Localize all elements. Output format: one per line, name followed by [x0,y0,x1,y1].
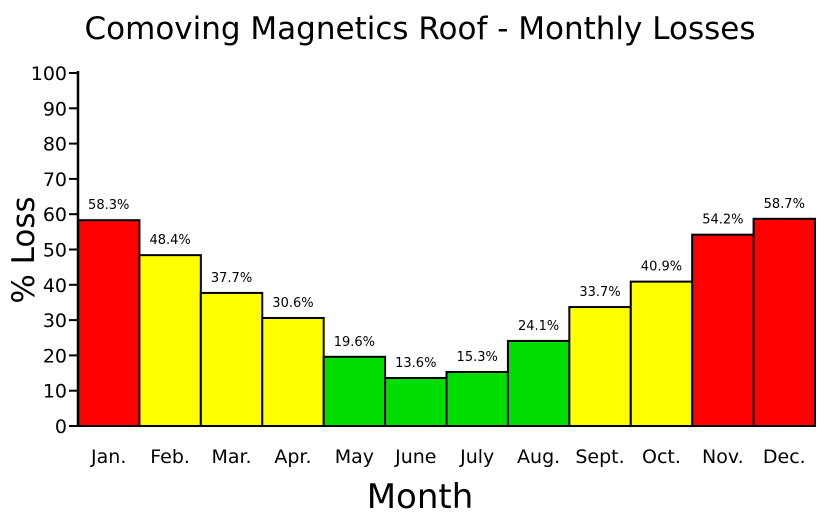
y-tick-label: 50 [43,240,67,262]
x-tick-label: Oct. [642,446,681,468]
data-label: 58.3% [88,198,129,213]
x-tick-label: Aug. [517,446,560,468]
bar-june [384,376,448,427]
data-label: 37.7% [211,271,252,286]
x-tick-label: Mar. [211,446,251,468]
bar-nov [691,233,755,427]
bar-oct [629,280,694,427]
labels-layer: 58.3% Jan. 48.4% Feb. 37.7% Mar. 30.6% Apr. 19.6… [88,197,806,468]
x-tick-label: Sept. [575,446,624,468]
data-label: 33.7% [579,285,620,300]
y-axis-title: % Loss [6,196,42,303]
x-tick-label: Apr. [274,446,311,468]
x-tick-label: Feb. [150,446,190,468]
x-tick-label: Nov. [702,446,744,468]
data-label: 58.7% [764,197,805,212]
data-label: 54.2% [702,213,743,228]
x-axis-title: Month [367,477,474,517]
x-tick-label: May [335,446,374,468]
x-tick-label: July [459,446,494,468]
data-label: 30.6% [272,296,313,311]
y-tick-label: 100 [31,63,67,85]
bar-feb [138,254,202,427]
axes-layer: 0 10 20 30 40 50 60 70 80 90 100 [31,63,815,438]
data-label: 48.4% [149,233,190,248]
bar-may [322,355,387,427]
y-tick-label: 80 [43,134,67,156]
y-tick-label: 30 [43,310,67,332]
y-tick-label: 90 [43,98,67,120]
bar-aug [506,339,571,427]
y-tick-label: 60 [43,204,67,226]
y-tick-label: 40 [43,275,67,297]
bar-dec [752,217,817,427]
bar-apr [261,316,325,428]
bars-layer [77,217,817,428]
chart-title: Comoving Magnetics Roof - Monthly Losses [85,11,756,47]
bar-mar [199,291,264,428]
bar-sept [568,306,632,428]
y-tick-label: 70 [43,169,67,191]
x-tick-label: Jan. [90,446,126,468]
data-label: 15.3% [457,350,498,365]
x-tick-label: June [394,446,436,468]
data-label: 19.6% [334,335,375,350]
y-tick-label: 0 [55,416,67,438]
data-label: 24.1% [518,319,559,334]
data-label: 13.6% [395,356,436,371]
y-tick-label: 10 [43,381,67,403]
y-tick-label: 20 [43,345,67,367]
bar-jan [77,219,141,427]
data-label: 40.9% [641,260,682,275]
bar-july [445,370,509,427]
x-tick-label: Dec. [763,446,806,468]
